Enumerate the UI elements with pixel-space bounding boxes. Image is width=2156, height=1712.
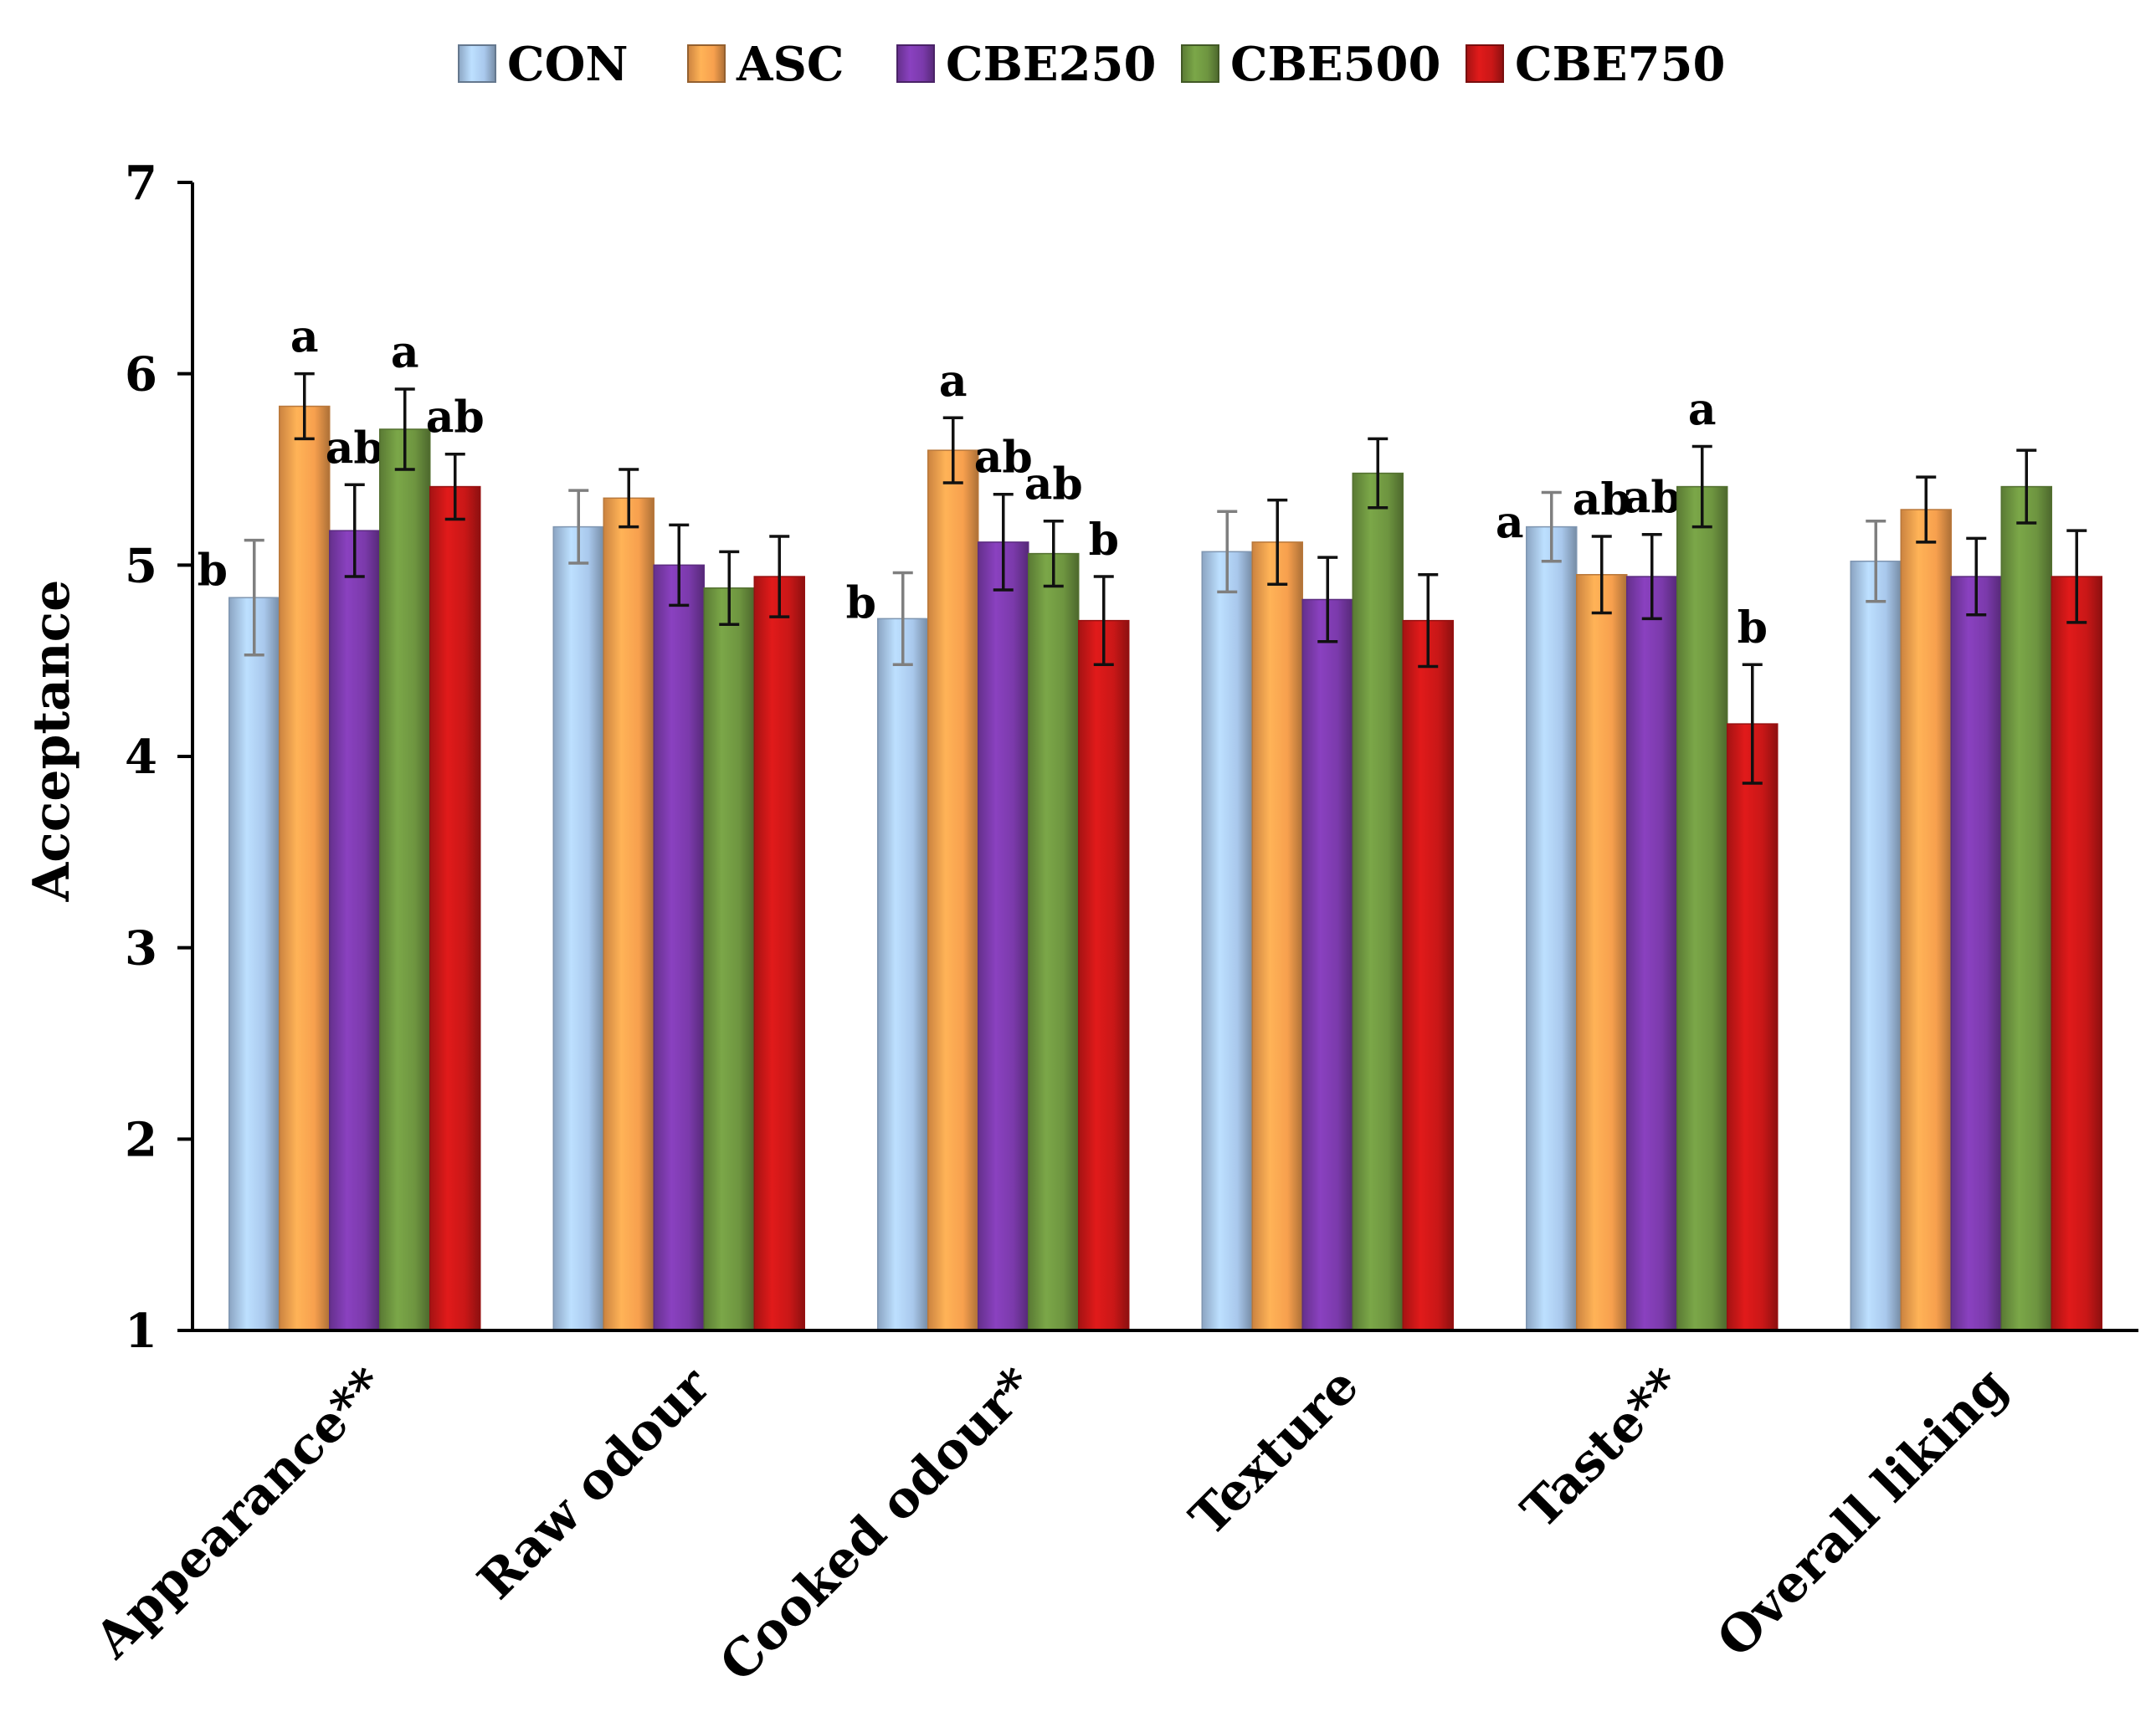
bar-cbe250-2	[978, 541, 1029, 1331]
legend-swatch-asc	[687, 44, 726, 83]
y-tick-label-7: 7	[125, 156, 157, 211]
significance-label-asc-2: a	[939, 356, 968, 407]
bar-cbe750-0	[429, 485, 481, 1331]
bar-con-2	[877, 618, 929, 1331]
y-axis-label: Acceptance	[23, 580, 81, 903]
bar-asc-2	[927, 449, 979, 1331]
y-tick-label-2: 2	[125, 1112, 157, 1167]
significance-label-cbe500-4: a	[1688, 385, 1717, 436]
x-category-label-5: Overall liking	[1707, 1356, 2019, 1668]
legend-swatch-cbe500	[1181, 44, 1219, 83]
bar-cbe250-5	[1950, 576, 2002, 1331]
bar-cbe750-4	[1727, 723, 1779, 1331]
bar-cbe500-0	[379, 428, 431, 1331]
bar-cbe500-5	[2000, 485, 2052, 1331]
bar-asc-4	[1576, 574, 1628, 1331]
bar-asc-0	[279, 405, 331, 1331]
significance-label-cbe250-0: ab	[326, 423, 384, 474]
legend: CON ASC CBE250 CBE500 CBE750	[458, 37, 1725, 92]
significance-label-asc-4: ab	[1573, 474, 1631, 525]
significance-label-cbe750-4: b	[1738, 602, 1768, 654]
bar-cbe750-2	[1078, 619, 1130, 1331]
bar-cbe500-1	[703, 587, 755, 1331]
bar-con-3	[1201, 551, 1253, 1331]
significance-label-cbe250-2: ab	[974, 433, 1033, 484]
bar-cbe750-5	[2051, 576, 2102, 1331]
x-category-label-2: Cooked odour*	[709, 1356, 1045, 1693]
bar-asc-1	[603, 497, 654, 1331]
x-category-label-4: Taste**	[1511, 1356, 1694, 1540]
x-category-label-0: Appearance**	[84, 1356, 398, 1670]
bar-cbe250-3	[1301, 598, 1353, 1331]
y-axis: 1 2 3 4 5 6 7	[125, 156, 194, 1359]
bar-asc-3	[1251, 541, 1303, 1331]
bar-cbe750-3	[1402, 619, 1454, 1331]
bar-con-1	[552, 525, 604, 1331]
significance-label-con-2: b	[846, 577, 876, 628]
y-tick-label-4: 4	[125, 730, 157, 785]
legend-swatch-cbe250	[896, 44, 935, 83]
bar-cbe250-0	[329, 530, 381, 1331]
bar-cbe750-1	[753, 576, 805, 1331]
bar-cbe250-4	[1626, 576, 1678, 1331]
bar-con-0	[228, 597, 280, 1331]
legend-label-cbe750: CBE750	[1515, 37, 1725, 92]
legend-swatch-cbe750	[1466, 44, 1504, 83]
legend-label-cbe500: CBE500	[1230, 37, 1440, 92]
y-tick-label-5: 5	[125, 538, 157, 593]
bar-cbe500-3	[1352, 472, 1404, 1331]
legend-label-asc: ASC	[736, 37, 844, 92]
significance-label-cbe750-0: ab	[426, 392, 485, 443]
significance-label-con-0: b	[198, 546, 228, 597]
y-tick-label-6: 6	[125, 347, 157, 402]
x-category-label-3: Texture	[1179, 1356, 1370, 1547]
legend-label-con: CON	[507, 37, 629, 92]
bar-cbe500-4	[1676, 485, 1728, 1331]
y-tick-label-3: 3	[125, 921, 157, 976]
legend-label-cbe250: CBE250	[946, 37, 1156, 92]
significance-label-cbe750-2: b	[1089, 515, 1119, 566]
bar-cbe250-1	[653, 564, 705, 1331]
bar-con-5	[1850, 561, 1902, 1331]
significance-label-cbe250-4: ab	[1623, 473, 1681, 524]
y-tick-label-1: 1	[125, 1304, 157, 1359]
bar-asc-5	[1900, 509, 1952, 1331]
significance-label-con-4: a	[1496, 497, 1524, 548]
bar-cbe500-2	[1028, 552, 1080, 1331]
significance-label-asc-0: a	[290, 312, 319, 363]
legend-swatch-con	[458, 44, 496, 83]
significance-label-cbe500-0: a	[391, 327, 419, 378]
significance-label-cbe500-2: ab	[1024, 459, 1083, 510]
x-category-label-1: Raw odour	[467, 1356, 722, 1611]
bar-con-4	[1526, 525, 1578, 1331]
